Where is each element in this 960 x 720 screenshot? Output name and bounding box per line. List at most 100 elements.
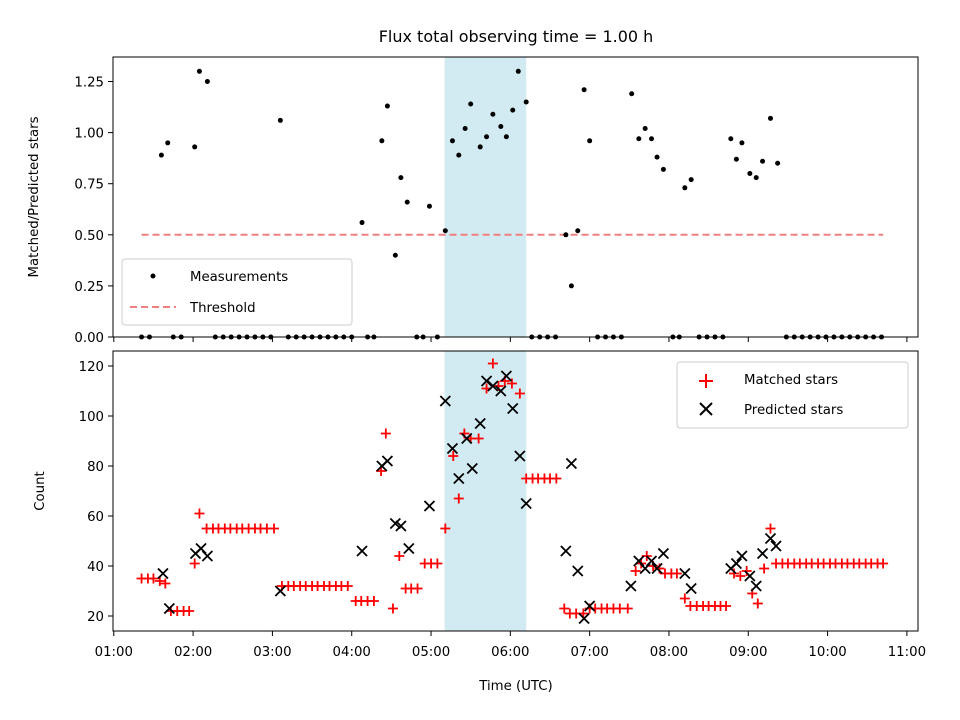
predicted-star-point	[381, 455, 394, 467]
legend-marker-measurements	[150, 273, 156, 279]
y-tick-label: 0.00	[74, 331, 104, 346]
predicted-star-point	[495, 385, 507, 397]
matched-star-point	[440, 523, 451, 534]
y-tick-label: 60	[87, 510, 104, 525]
matched-star-point	[342, 581, 353, 591]
x-tick-label: 06:00	[491, 645, 529, 660]
matched-star-point	[622, 603, 633, 614]
matched-star-point	[487, 358, 498, 369]
measurement-point	[642, 126, 648, 132]
predicted-star-point	[157, 567, 169, 580]
bottom-legend-box	[676, 361, 909, 429]
matched-star-point	[453, 493, 464, 504]
y-tick-label: 0.50	[74, 229, 104, 244]
matched-star-point	[368, 596, 379, 606]
predicted-star-point	[625, 580, 637, 592]
top-axes-frame	[112, 56, 919, 338]
x-tick-label: 09:00	[729, 645, 767, 660]
x-tick-label: 02:00	[174, 645, 212, 660]
matched-star-point	[878, 558, 889, 569]
measurement-point	[503, 134, 509, 140]
bottom-y-ticks: 20 40 60 80 100 120	[79, 360, 113, 625]
measurement-point	[660, 166, 666, 172]
matched-star-point	[394, 551, 405, 561]
matched-star-point	[380, 428, 391, 439]
measurement-point	[426, 203, 432, 209]
matched-star-point	[721, 601, 732, 611]
measurement-point	[688, 177, 694, 183]
matched-star-point	[729, 568, 739, 579]
legend-label-matched: Matched stars	[744, 373, 838, 388]
predicted-star-point	[500, 370, 513, 382]
measurement-point	[498, 123, 504, 129]
measurement-point	[575, 228, 581, 234]
y-tick-label: 20	[87, 610, 104, 625]
predicted-star-point	[750, 580, 762, 592]
bottom-panel: 20 40 60 80 100 120 01:00 02:00 03:00 04:00 05:00…	[33, 350, 926, 694]
measurement-point	[775, 160, 781, 166]
measurement-point	[490, 111, 496, 117]
top-highlight-band	[444, 57, 527, 337]
y-tick-label: 1.00	[74, 127, 104, 142]
measurement-point	[728, 136, 734, 142]
measurement-point	[392, 252, 398, 258]
matched-star-point	[679, 593, 690, 604]
measurement-point	[192, 144, 198, 150]
measurement-point	[379, 138, 385, 144]
predicted-star-point	[403, 542, 415, 555]
predicted-star-point	[657, 547, 670, 560]
matched-star-point	[148, 573, 159, 584]
measurement-point	[682, 185, 688, 191]
x-tick-label: 08:00	[650, 645, 688, 660]
predicted-star-point	[446, 442, 459, 455]
measurement-point	[196, 68, 202, 74]
predicted-star-point	[736, 550, 748, 562]
matched-star-point	[630, 566, 641, 576]
legend-marker-predicted	[699, 402, 713, 416]
bottom-axes-frame	[112, 350, 919, 632]
measurement-point	[753, 175, 759, 181]
y-tick-label: 0.75	[74, 178, 104, 193]
matched-stars-points	[136, 358, 889, 619]
predicted-star-point	[685, 582, 697, 595]
y-tick-label: 120	[79, 360, 104, 375]
predicted-star-point	[514, 450, 526, 462]
top-x-ticks	[113, 337, 908, 342]
measurement-point	[398, 175, 404, 181]
predicted-star-point	[274, 585, 286, 597]
x-tick-label: 03:00	[253, 645, 291, 660]
measurement-point	[204, 79, 210, 85]
matched-star-point	[741, 566, 752, 576]
measurement-point	[449, 138, 455, 144]
matched-star-point	[160, 578, 171, 589]
y-tick-label: 1.25	[74, 76, 104, 91]
predicted-stars-points	[157, 370, 782, 625]
measurement-point	[158, 152, 164, 158]
bottom-legend: Matched stars Predicted stars	[676, 361, 909, 429]
matched-star-point	[412, 583, 423, 594]
matched-star-point	[506, 378, 517, 389]
measurement-point	[587, 138, 593, 144]
x-tick-label: 01:00	[95, 645, 133, 660]
measurement-point	[581, 87, 587, 93]
top-legend: Measurements Threshold	[121, 258, 353, 326]
legend-label-predicted: Predicted stars	[744, 403, 843, 418]
predicted-star-point	[560, 545, 572, 557]
predicted-star-point	[439, 395, 451, 407]
matched-star-point	[759, 563, 770, 574]
matched-star-point	[735, 571, 746, 581]
x-axis-label: Time (UTC)	[478, 679, 553, 694]
x-tick-label: 04:00	[333, 645, 371, 660]
predicted-star-point	[645, 555, 658, 567]
measurement-point	[747, 170, 753, 176]
predicted-star-point	[744, 570, 756, 582]
y-tick-label: 100	[79, 410, 104, 425]
matched-star-point	[189, 558, 200, 569]
y-tick-label: 80	[87, 460, 104, 475]
predicted-star-point	[201, 550, 214, 562]
top-y-ticks: 0.00 0.25 0.50 0.75 1.00 1.25	[74, 76, 113, 346]
x-tick-label: 11:00	[888, 645, 926, 660]
measurement-point	[767, 115, 773, 121]
matched-star-point	[184, 606, 195, 616]
